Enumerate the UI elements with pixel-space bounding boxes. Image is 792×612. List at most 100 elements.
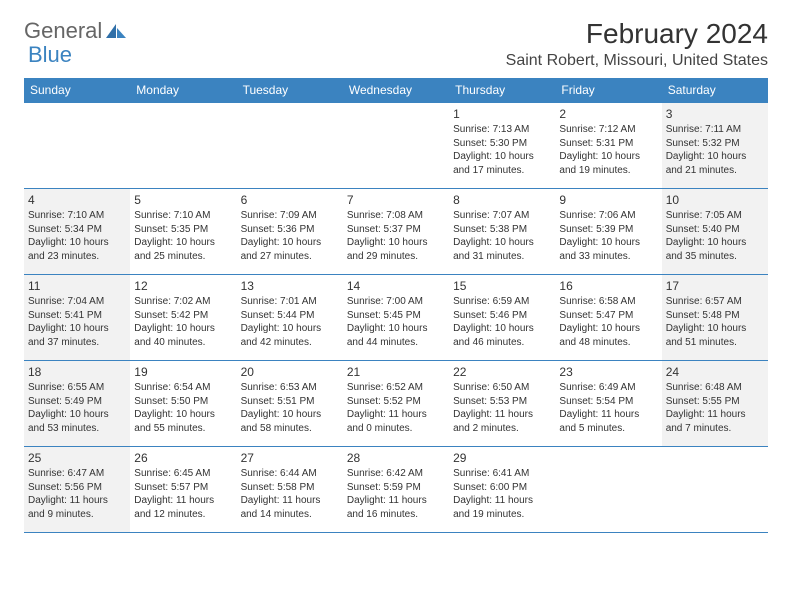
sunrise-text: Sunrise: 6:59 AM bbox=[453, 295, 551, 309]
daylight-text: Daylight: 11 hours and 2 minutes. bbox=[453, 408, 551, 435]
sunset-text: Sunset: 6:00 PM bbox=[453, 481, 551, 495]
sunrise-text: Sunrise: 6:42 AM bbox=[347, 467, 445, 481]
sunrise-text: Sunrise: 7:06 AM bbox=[559, 209, 657, 223]
sunrise-text: Sunrise: 6:48 AM bbox=[666, 381, 764, 395]
daylight-text: Daylight: 10 hours and 37 minutes. bbox=[28, 322, 126, 349]
day-header-tuesday: Tuesday bbox=[237, 78, 343, 103]
day-number: 25 bbox=[28, 450, 126, 466]
sunrise-text: Sunrise: 7:09 AM bbox=[241, 209, 339, 223]
header: General February 2024 Saint Robert, Miss… bbox=[24, 18, 768, 70]
calendar-cell: 25Sunrise: 6:47 AMSunset: 5:56 PMDayligh… bbox=[24, 447, 130, 533]
sunset-text: Sunset: 5:52 PM bbox=[347, 395, 445, 409]
sunrise-text: Sunrise: 6:58 AM bbox=[559, 295, 657, 309]
calendar-header-row: SundayMondayTuesdayWednesdayThursdayFrid… bbox=[24, 78, 768, 103]
sunset-text: Sunset: 5:59 PM bbox=[347, 481, 445, 495]
daylight-text: Daylight: 10 hours and 42 minutes. bbox=[241, 322, 339, 349]
sunrise-text: Sunrise: 7:12 AM bbox=[559, 123, 657, 137]
daylight-text: Daylight: 10 hours and 17 minutes. bbox=[453, 150, 551, 177]
sunset-text: Sunset: 5:47 PM bbox=[559, 309, 657, 323]
day-number: 28 bbox=[347, 450, 445, 466]
logo-sail-icon bbox=[104, 22, 128, 40]
sunset-text: Sunset: 5:31 PM bbox=[559, 137, 657, 151]
sunset-text: Sunset: 5:46 PM bbox=[453, 309, 551, 323]
daylight-text: Daylight: 11 hours and 16 minutes. bbox=[347, 494, 445, 521]
location: Saint Robert, Missouri, United States bbox=[506, 52, 768, 70]
calendar-cell: 15Sunrise: 6:59 AMSunset: 5:46 PMDayligh… bbox=[449, 275, 555, 361]
sunset-text: Sunset: 5:35 PM bbox=[134, 223, 232, 237]
daylight-text: Daylight: 10 hours and 55 minutes. bbox=[134, 408, 232, 435]
daylight-text: Daylight: 10 hours and 29 minutes. bbox=[347, 236, 445, 263]
calendar-cell: 6Sunrise: 7:09 AMSunset: 5:36 PMDaylight… bbox=[237, 189, 343, 275]
day-number: 5 bbox=[134, 192, 232, 208]
calendar-cell: 26Sunrise: 6:45 AMSunset: 5:57 PMDayligh… bbox=[130, 447, 236, 533]
calendar-cell: 22Sunrise: 6:50 AMSunset: 5:53 PMDayligh… bbox=[449, 361, 555, 447]
day-number: 14 bbox=[347, 278, 445, 294]
daylight-text: Daylight: 10 hours and 51 minutes. bbox=[666, 322, 764, 349]
sunset-text: Sunset: 5:57 PM bbox=[134, 481, 232, 495]
calendar-cell bbox=[130, 103, 236, 189]
day-header-sunday: Sunday bbox=[24, 78, 130, 103]
calendar-cell: 18Sunrise: 6:55 AMSunset: 5:49 PMDayligh… bbox=[24, 361, 130, 447]
day-number: 2 bbox=[559, 106, 657, 122]
daylight-text: Daylight: 11 hours and 12 minutes. bbox=[134, 494, 232, 521]
day-number: 20 bbox=[241, 364, 339, 380]
calendar-cell: 10Sunrise: 7:05 AMSunset: 5:40 PMDayligh… bbox=[662, 189, 768, 275]
calendar-cell: 20Sunrise: 6:53 AMSunset: 5:51 PMDayligh… bbox=[237, 361, 343, 447]
sunrise-text: Sunrise: 6:53 AM bbox=[241, 381, 339, 395]
calendar-cell: 9Sunrise: 7:06 AMSunset: 5:39 PMDaylight… bbox=[555, 189, 661, 275]
day-header-thursday: Thursday bbox=[449, 78, 555, 103]
calendar-cell: 21Sunrise: 6:52 AMSunset: 5:52 PMDayligh… bbox=[343, 361, 449, 447]
sunset-text: Sunset: 5:50 PM bbox=[134, 395, 232, 409]
calendar-week-row: 1Sunrise: 7:13 AMSunset: 5:30 PMDaylight… bbox=[24, 103, 768, 189]
daylight-text: Daylight: 10 hours and 19 minutes. bbox=[559, 150, 657, 177]
sunrise-text: Sunrise: 6:50 AM bbox=[453, 381, 551, 395]
daylight-text: Daylight: 10 hours and 44 minutes. bbox=[347, 322, 445, 349]
sunset-text: Sunset: 5:58 PM bbox=[241, 481, 339, 495]
sunset-text: Sunset: 5:36 PM bbox=[241, 223, 339, 237]
sunrise-text: Sunrise: 6:52 AM bbox=[347, 381, 445, 395]
day-number: 12 bbox=[134, 278, 232, 294]
day-number: 1 bbox=[453, 106, 551, 122]
day-header-wednesday: Wednesday bbox=[343, 78, 449, 103]
day-number: 8 bbox=[453, 192, 551, 208]
daylight-text: Daylight: 10 hours and 31 minutes. bbox=[453, 236, 551, 263]
calendar-cell bbox=[24, 103, 130, 189]
sunset-text: Sunset: 5:39 PM bbox=[559, 223, 657, 237]
logo-text-general: General bbox=[24, 18, 102, 44]
sunset-text: Sunset: 5:32 PM bbox=[666, 137, 764, 151]
sunset-text: Sunset: 5:56 PM bbox=[28, 481, 126, 495]
day-number: 27 bbox=[241, 450, 339, 466]
calendar-cell: 24Sunrise: 6:48 AMSunset: 5:55 PMDayligh… bbox=[662, 361, 768, 447]
calendar-cell bbox=[555, 447, 661, 533]
daylight-text: Daylight: 11 hours and 14 minutes. bbox=[241, 494, 339, 521]
calendar-cell: 8Sunrise: 7:07 AMSunset: 5:38 PMDaylight… bbox=[449, 189, 555, 275]
sunset-text: Sunset: 5:49 PM bbox=[28, 395, 126, 409]
calendar-table: SundayMondayTuesdayWednesdayThursdayFrid… bbox=[24, 78, 768, 533]
day-number: 3 bbox=[666, 106, 764, 122]
title-block: February 2024 Saint Robert, Missouri, Un… bbox=[506, 18, 768, 70]
calendar-cell: 16Sunrise: 6:58 AMSunset: 5:47 PMDayligh… bbox=[555, 275, 661, 361]
sunset-text: Sunset: 5:53 PM bbox=[453, 395, 551, 409]
calendar-week-row: 11Sunrise: 7:04 AMSunset: 5:41 PMDayligh… bbox=[24, 275, 768, 361]
day-number: 29 bbox=[453, 450, 551, 466]
calendar-cell: 23Sunrise: 6:49 AMSunset: 5:54 PMDayligh… bbox=[555, 361, 661, 447]
daylight-text: Daylight: 11 hours and 5 minutes. bbox=[559, 408, 657, 435]
calendar-cell: 27Sunrise: 6:44 AMSunset: 5:58 PMDayligh… bbox=[237, 447, 343, 533]
calendar-cell: 11Sunrise: 7:04 AMSunset: 5:41 PMDayligh… bbox=[24, 275, 130, 361]
daylight-text: Daylight: 10 hours and 58 minutes. bbox=[241, 408, 339, 435]
day-number: 10 bbox=[666, 192, 764, 208]
daylight-text: Daylight: 11 hours and 7 minutes. bbox=[666, 408, 764, 435]
calendar-cell: 5Sunrise: 7:10 AMSunset: 5:35 PMDaylight… bbox=[130, 189, 236, 275]
sunrise-text: Sunrise: 6:55 AM bbox=[28, 381, 126, 395]
sunrise-text: Sunrise: 7:02 AM bbox=[134, 295, 232, 309]
sunset-text: Sunset: 5:51 PM bbox=[241, 395, 339, 409]
day-header-monday: Monday bbox=[130, 78, 236, 103]
daylight-text: Daylight: 10 hours and 46 minutes. bbox=[453, 322, 551, 349]
calendar-cell: 19Sunrise: 6:54 AMSunset: 5:50 PMDayligh… bbox=[130, 361, 236, 447]
calendar-cell: 29Sunrise: 6:41 AMSunset: 6:00 PMDayligh… bbox=[449, 447, 555, 533]
day-number: 22 bbox=[453, 364, 551, 380]
day-number: 17 bbox=[666, 278, 764, 294]
calendar-week-row: 25Sunrise: 6:47 AMSunset: 5:56 PMDayligh… bbox=[24, 447, 768, 533]
day-number: 15 bbox=[453, 278, 551, 294]
sunset-text: Sunset: 5:55 PM bbox=[666, 395, 764, 409]
